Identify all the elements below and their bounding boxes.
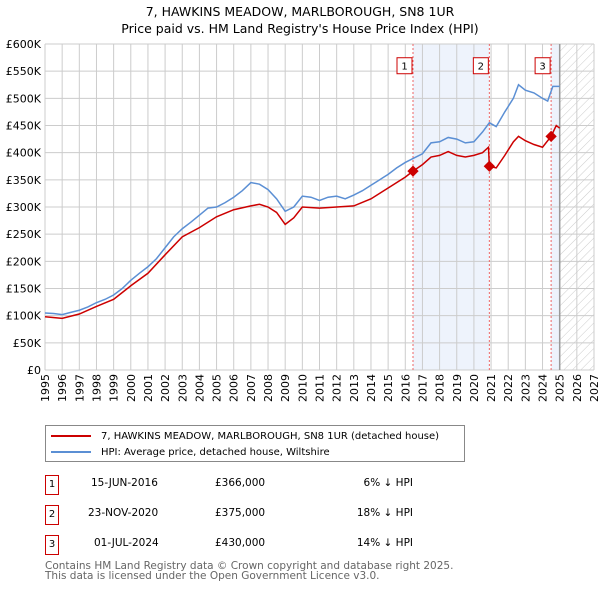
legend-label-hpi: HPI: Average price, detached house, Wilt…	[101, 446, 330, 458]
x-tick-label: 1996	[56, 374, 69, 402]
x-tick-label: 2021	[485, 374, 498, 402]
footer-line-1: Contains HM Land Registry data © Crown c…	[45, 560, 454, 572]
sale-badge: 1	[45, 475, 59, 495]
sale-point	[545, 130, 557, 143]
chart: 1995 1996 1997 1998 1999 2000 2001 2002 2003 2004…	[6, 38, 600, 402]
sale-point	[483, 160, 496, 172]
x-tick-label: 2023	[519, 374, 532, 402]
sale-label: 2	[478, 62, 484, 73]
sale-row: 1 15-JUN-2016 £366,000 6% ↓ HPI	[45, 475, 465, 495]
x-tick-label: 2000	[125, 374, 138, 402]
sale-price: £375,000	[215, 507, 266, 519]
sale-label-box	[396, 57, 413, 75]
footer-line-2: This data is licensed under the Open Gov…	[45, 570, 380, 582]
subtitle: Price paid vs. HM Land Registry's House …	[121, 21, 479, 36]
footer: Contains HM Land Registry data © Crown c…	[45, 560, 454, 582]
y-tick-label: £600K	[6, 38, 42, 51]
y-tick-label: £200K	[6, 255, 42, 268]
x-tick-label: 2005	[211, 374, 224, 402]
x-tick-label: 2015	[382, 374, 395, 402]
x-tick-label: 1998	[90, 374, 103, 402]
sale-hpi: 14% ↓ HPI	[356, 537, 413, 549]
sale-badge: 2	[45, 505, 59, 525]
y-tick-label: £100K	[6, 310, 42, 323]
y-tick-label: £0	[27, 364, 41, 377]
x-tick-label: 2017	[416, 374, 429, 402]
x-tick-label: 2012	[331, 374, 344, 402]
x-tick-label: 2025	[554, 374, 567, 402]
sale-badge: 3	[45, 535, 59, 555]
y-tick-label: £500K	[6, 92, 42, 105]
x-tick-label: 1997	[73, 374, 86, 402]
y-tick-label: £400K	[6, 147, 42, 160]
sale-label-box	[472, 57, 489, 75]
x-tick-label: 2009	[279, 374, 292, 402]
y-tick-label: £300K	[6, 201, 42, 214]
x-tick-label: 2003	[176, 374, 189, 402]
sale-point	[407, 165, 419, 177]
x-tick-label: 2026	[571, 374, 584, 402]
sale-price: £430,000	[215, 537, 266, 549]
y-tick-label: £50K	[13, 337, 42, 350]
x-tick-label: 2016	[399, 374, 412, 402]
sale-label: 1	[401, 62, 407, 73]
x-tick-label: 2006	[228, 374, 241, 402]
sale-price: £366,000	[215, 477, 266, 489]
x-tick-label: 2018	[434, 374, 447, 402]
legend-label-property: 7, HAWKINS MEADOW, MARLBOROUGH, SN8 1UR …	[101, 430, 440, 442]
x-tick-label: 2022	[502, 374, 515, 402]
sale-hpi: 18% ↓ HPI	[356, 507, 413, 519]
y-tick-label: £250K	[6, 228, 42, 241]
sale-date: 23-NOV-2020	[88, 507, 159, 519]
x-tick-label: 1995	[39, 374, 52, 402]
chart-title: 7, HAWKINS MEADOW, MARLBOROUGH, SN8 1UR …	[0, 3, 600, 37]
y-tick-label: £550K	[6, 65, 42, 78]
x-tick-label: 2027	[588, 374, 600, 402]
title: 7, HAWKINS MEADOW, MARLBOROUGH, SN8 1UR	[145, 4, 455, 19]
x-tick-label: 2024	[537, 374, 550, 402]
sale-label: 3	[539, 62, 545, 73]
sale-date: 15-JUN-2016	[91, 477, 158, 489]
x-tick-label: 2020	[468, 374, 481, 402]
legend: 7, HAWKINS MEADOW, MARLBOROUGH, SN8 1UR …	[45, 425, 465, 462]
sale-row: 2 23-NOV-2020 £375,000 18% ↓ HPI	[45, 505, 465, 525]
x-tick-label: 1999	[108, 374, 121, 402]
hpi-line	[44, 83, 560, 316]
property-line	[44, 124, 561, 320]
legend-line-property	[51, 435, 91, 437]
x-tick-label: 2013	[348, 374, 361, 402]
x-tick-label: 2007	[245, 374, 258, 402]
x-tick-label: 2014	[365, 374, 378, 402]
x-tick-label: 2008	[262, 374, 275, 402]
sale-row: 3 01-JUL-2024 £430,000 14% ↓ HPI	[45, 535, 465, 555]
sale-hpi: 6% ↓ HPI	[363, 477, 413, 489]
x-tick-label: 2004	[193, 374, 206, 402]
y-tick-label: £150K	[6, 283, 42, 296]
x-tick-label: 2002	[159, 374, 172, 402]
legend-line-hpi	[51, 451, 91, 453]
x-tick-label: 2001	[142, 374, 155, 402]
y-tick-label: £350K	[6, 174, 42, 187]
x-tick-label: 2011	[314, 374, 327, 402]
x-tick-label: 2019	[451, 374, 464, 402]
y-tick-label: £450K	[6, 120, 42, 133]
sale-label-box	[534, 57, 551, 75]
sale-date: 01-JUL-2024	[94, 537, 159, 549]
x-tick-label: 2010	[296, 374, 309, 402]
